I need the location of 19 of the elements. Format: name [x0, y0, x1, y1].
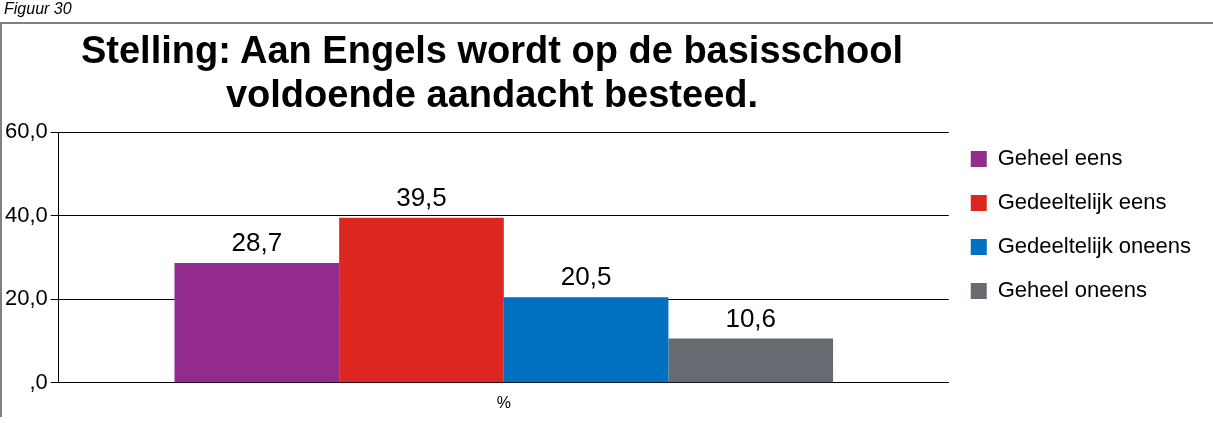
y-tick-label: 40,0: [4, 201, 48, 227]
y-tick-label: 20,0: [4, 285, 48, 311]
bar: [339, 217, 504, 383]
data-label: 20,5: [560, 261, 612, 292]
bar: [174, 262, 340, 383]
chart-title: Stelling: Aan Engels wordt op de basisschool voldoende aandacht besteed.: [80, 28, 904, 116]
legend-label: Geheel eens: [997, 145, 1123, 171]
data-label: 28,7: [231, 227, 283, 258]
bar: [668, 338, 834, 383]
legend-label: Gedeeltelijk eens: [997, 189, 1167, 215]
legend-label: Geheel oneens: [997, 277, 1147, 303]
data-label: 10,6: [725, 302, 777, 333]
bar: [503, 297, 669, 383]
y-tick-label: 60,0: [4, 118, 48, 144]
data-label: 39,5: [396, 181, 447, 212]
x-tick-label: %: [496, 393, 511, 411]
text: Figuur 30: [3, 0, 73, 19]
y-tick-label: ,0: [29, 368, 48, 394]
legend-label: Gedeeltelijk oneens: [997, 233, 1192, 259]
